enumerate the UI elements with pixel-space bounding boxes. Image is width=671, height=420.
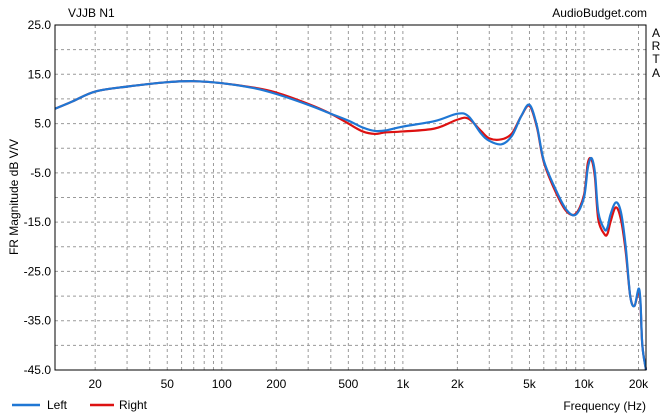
legend: Left Right <box>12 398 148 412</box>
side-label-letter: A <box>652 66 660 80</box>
y-tick-label: -15.0 <box>24 215 52 229</box>
side-label-letter: T <box>652 52 660 66</box>
y-tick-label: 5.0 <box>34 117 51 131</box>
chart-source: AudioBudget.com <box>552 6 647 20</box>
y-tick-label: -25.0 <box>24 264 52 278</box>
legend-entry-right: Right <box>90 398 148 412</box>
y-tick-label: -45.0 <box>24 363 52 377</box>
x-tick-label: 100 <box>212 377 232 391</box>
y-tick-label: 25.0 <box>28 18 52 32</box>
y-axis-label: FR Magnitude dB V/V <box>7 139 21 255</box>
legend-entry-left: Left <box>12 398 68 412</box>
y-tick-label: 15.0 <box>28 67 52 81</box>
series-layer <box>54 80 648 371</box>
x-tick-label: 1k <box>397 377 411 391</box>
x-tick-label: 2k <box>451 377 465 391</box>
legend-label: Left <box>47 398 68 412</box>
side-label: A R T A <box>652 26 661 80</box>
series-line-left <box>54 80 648 371</box>
x-axis-label: Frequency (Hz) <box>563 399 646 413</box>
x-tick-label: 10k <box>574 377 594 391</box>
x-axis-ticks: 20 50 100 200 500 1k 2k 5k 10k 20k <box>88 377 649 391</box>
plot-frame <box>54 24 647 371</box>
x-tick-label: 500 <box>338 377 358 391</box>
side-label-letter: R <box>652 39 661 53</box>
x-tick-label: 20k <box>629 377 649 391</box>
y-axis-ticks: 25.0 15.0 5.0 -5.0 -15.0 -25.0 -35.0 -45.0 <box>24 18 52 377</box>
legend-label: Right <box>119 398 148 412</box>
x-tick-label: 5k <box>523 377 537 391</box>
y-tick-label: -35.0 <box>24 314 52 328</box>
x-tick-label: 50 <box>161 377 175 391</box>
chart-title: VJJB N1 <box>68 6 115 20</box>
side-label-letter: A <box>652 26 660 40</box>
x-tick-label: 20 <box>88 377 102 391</box>
x-tick-label: 200 <box>266 377 286 391</box>
grid <box>55 25 646 370</box>
y-tick-label: -5.0 <box>30 166 51 180</box>
